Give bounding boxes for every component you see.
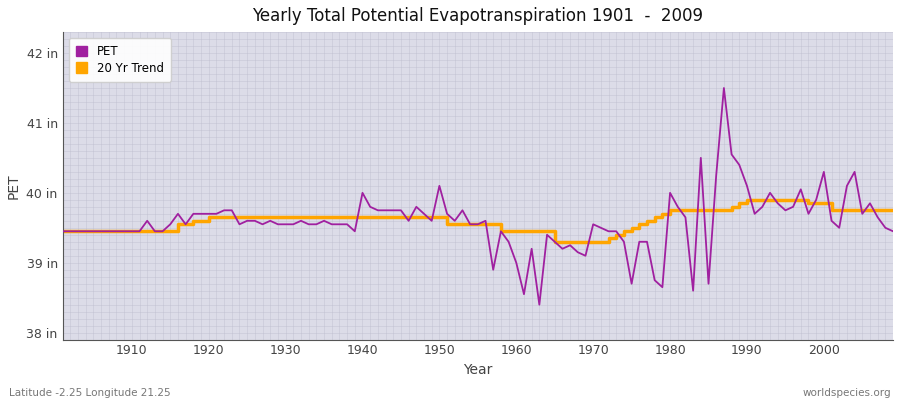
- X-axis label: Year: Year: [464, 363, 492, 377]
- 20 Yr Trend: [742, 198, 752, 202]
- PET: [534, 302, 544, 307]
- 20 Yr Trend: [511, 229, 522, 234]
- PET: [119, 229, 130, 234]
- PET: [334, 222, 345, 227]
- Legend: PET, 20 Yr Trend: PET, 20 Yr Trend: [68, 38, 171, 82]
- PET: [288, 222, 299, 227]
- 20 Yr Trend: [549, 239, 560, 244]
- PET: [611, 229, 622, 234]
- 20 Yr Trend: [887, 208, 898, 213]
- Text: worldspecies.org: worldspecies.org: [803, 388, 891, 398]
- PET: [887, 229, 898, 234]
- Y-axis label: PET: PET: [7, 173, 21, 199]
- PET: [58, 229, 68, 234]
- 20 Yr Trend: [119, 229, 130, 234]
- 20 Yr Trend: [503, 229, 514, 234]
- 20 Yr Trend: [611, 232, 622, 237]
- PET: [718, 86, 729, 90]
- Text: Latitude -2.25 Longitude 21.25: Latitude -2.25 Longitude 21.25: [9, 388, 171, 398]
- 20 Yr Trend: [288, 215, 299, 220]
- 20 Yr Trend: [58, 229, 68, 234]
- Title: Yearly Total Potential Evapotranspiration 1901  -  2009: Yearly Total Potential Evapotranspiratio…: [252, 7, 703, 25]
- PET: [503, 239, 514, 244]
- PET: [511, 260, 522, 265]
- Line: PET: PET: [63, 88, 893, 305]
- 20 Yr Trend: [334, 215, 345, 220]
- Line: 20 Yr Trend: 20 Yr Trend: [63, 200, 893, 242]
